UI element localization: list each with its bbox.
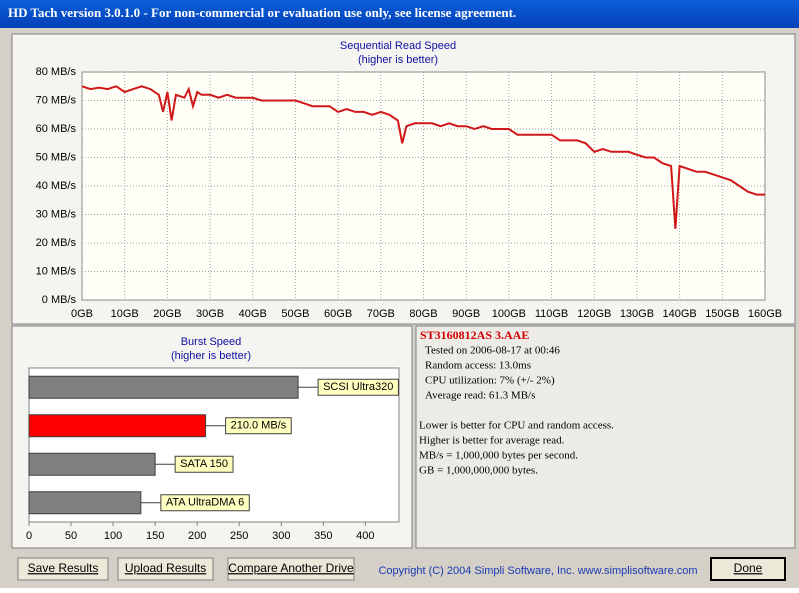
y-tick-label: 30 MB/s	[36, 208, 77, 220]
y-tick-label: 20 MB/s	[36, 237, 77, 249]
x-tick-label: 110GB	[535, 308, 568, 320]
copyright: Copyright (C) 2004 Simpli Software, Inc.…	[378, 565, 697, 577]
note-line: MB/s = 1,000,000 bytes per second.	[419, 450, 578, 462]
stat-line: CPU utilization: 7% (+/- 2%)	[425, 375, 555, 387]
bar-label: SATA 150	[180, 458, 228, 470]
x-tick-label: 350	[314, 530, 332, 542]
note-line: Lower is better for CPU and random acces…	[419, 420, 614, 432]
button[interactable]	[710, 557, 786, 581]
x-tick-label: 50	[65, 530, 77, 542]
x-tick-label: 250	[230, 530, 248, 542]
x-tick-label: 150	[146, 530, 164, 542]
drive-name: ST3160812AS 3.AAE	[420, 328, 529, 342]
bar-label: 210.0 MB/s	[231, 420, 287, 432]
info-text: Tested on 2006-08-17 at 00:46 Random acce…	[419, 345, 614, 477]
bar-label: SCSI Ultra320	[323, 381, 393, 393]
y-tick-label: 10 MB/s	[36, 265, 77, 277]
x-tick-label: 120GB	[577, 308, 611, 320]
read-line	[81, 85, 765, 229]
stat-line: Random access: 13.0ms	[425, 360, 531, 372]
chart-subtitle: (higher is better)	[358, 54, 438, 66]
stat-line: Tested on 2006-08-17 at 00:46	[425, 345, 560, 357]
x-tick-label: 0GB	[71, 308, 93, 320]
x-tick-label: 160GB	[748, 308, 782, 320]
bar	[28, 375, 299, 399]
x-tick-label: 90GB	[452, 308, 480, 320]
bar	[28, 491, 142, 515]
stat-line: Average read: 61.3 MB/s	[425, 390, 535, 402]
x-tick-label: 140GB	[663, 308, 697, 320]
buttons: Save Results Upload Results Compare Anothe…	[17, 557, 786, 581]
y-tick-label: 40 MB/s	[36, 180, 77, 192]
label-box	[317, 378, 399, 396]
x-tick-label: 60GB	[324, 308, 352, 320]
x-tick-label: 30GB	[196, 308, 224, 320]
x-tick-label: 100GB	[492, 308, 526, 320]
chart-subtitle: (higher is better)	[171, 350, 251, 362]
button-label[interactable]: Compare Another Drive	[228, 561, 354, 575]
label-box	[160, 494, 250, 512]
x-tick-label: 80GB	[409, 308, 437, 320]
bar	[28, 414, 207, 438]
x-tick-label: 50GB	[281, 308, 309, 320]
y-tick-label: 50 MB/s	[36, 151, 77, 163]
x-tick-label: 0	[26, 530, 32, 542]
title-bar	[0, 0, 799, 28]
x-tick-label: 200	[188, 530, 206, 542]
info-panel	[415, 325, 796, 549]
label-box	[174, 455, 234, 473]
label-box	[225, 417, 292, 435]
window-title: HD Tach version 3.0.1.0 - For non-commer…	[8, 5, 516, 20]
chart-title: Burst Speed	[181, 336, 242, 348]
x-tick-label: 40GB	[239, 308, 267, 320]
x-tick-label: 70GB	[367, 308, 395, 320]
y-tick-label: 80 MB/s	[36, 66, 77, 78]
x-tick-label: 20GB	[153, 308, 181, 320]
y-tick-label: 70 MB/s	[36, 94, 77, 106]
button-label[interactable]: Upload Results	[125, 561, 206, 575]
button[interactable]	[17, 557, 109, 581]
x-tick-label: 300	[272, 530, 290, 542]
bar-label: ATA UltraDMA 6	[166, 497, 244, 509]
button-label[interactable]: Save Results	[28, 561, 99, 575]
x-tick-label: 130GB	[620, 308, 654, 320]
x-tick-label: 150GB	[705, 308, 739, 320]
button[interactable]	[227, 557, 355, 581]
x-tick-label: 10GB	[111, 308, 139, 320]
button[interactable]	[117, 557, 214, 581]
note-line: Higher is better for average read.	[419, 435, 565, 447]
x-tick-label: 100	[104, 530, 122, 542]
y-tick-label: 60 MB/s	[36, 123, 77, 135]
bar	[28, 452, 156, 476]
chart-title: Sequential Read Speed	[340, 40, 456, 52]
note-line: GB = 1,000,000,000 bytes.	[419, 465, 538, 477]
y-tick-label: 0 MB/s	[42, 294, 77, 306]
x-tick-label: 400	[356, 530, 374, 542]
button-label[interactable]: Done	[734, 561, 763, 575]
